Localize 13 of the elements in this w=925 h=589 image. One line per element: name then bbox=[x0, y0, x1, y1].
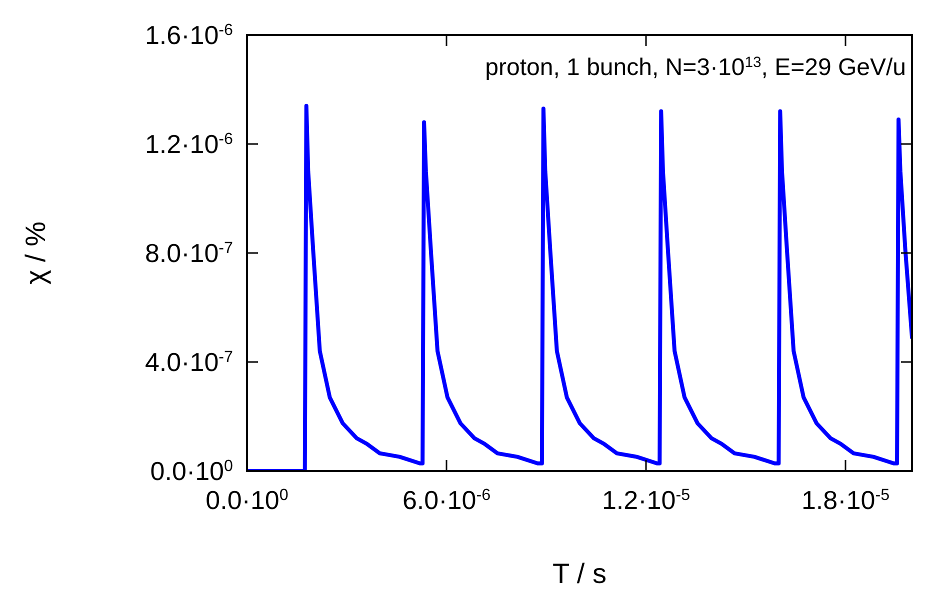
x-tick-label: 0.0·10$^{0}$ bbox=[206, 485, 288, 515]
y-tick-label: 1.2·10$^{-6}$ bbox=[144, 129, 234, 160]
x-tick-label: 1.8·10$^{-5}$ bbox=[801, 485, 890, 515]
x-tick-label: 6.0·10$^{-6}$ bbox=[402, 485, 491, 515]
line-series bbox=[247, 104, 912, 471]
y-tick-label: 1.6·10$^{-6}$ bbox=[144, 20, 234, 50]
x-axis-title: T / s bbox=[552, 558, 606, 589]
y-tick-label: 4.0·10$^{-7}$ bbox=[144, 347, 234, 378]
y-tick-label: 8.0·10$^{-7}$ bbox=[144, 238, 234, 268]
y-axis-title: χ / % bbox=[20, 222, 51, 284]
annotation: proton, 1 bunch, N=3·10$^{13}$, E=29 GeV/u bbox=[485, 54, 906, 81]
y-tick-label: 0.0·10$^{0}$ bbox=[150, 456, 234, 486]
x-tick-label: 1.2·10$^{-5}$ bbox=[602, 485, 690, 515]
